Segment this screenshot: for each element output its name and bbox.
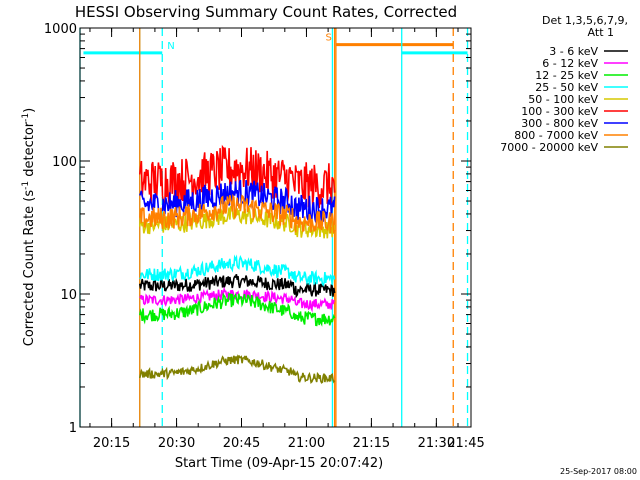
legend-item-label: 7000 - 20000 keV (500, 141, 598, 154)
series-line (139, 273, 336, 299)
series-line (139, 286, 335, 313)
footer-date: 25-Sep-2017 08:00 (560, 467, 637, 476)
legend-item-label: 300 - 800 keV (521, 117, 598, 130)
legend-title-line-1: Det 1,3,5,6,7,9, (542, 14, 628, 27)
series-line (139, 254, 336, 287)
x-tick-label: 21:15 (353, 436, 390, 451)
legend-item-label: 100 - 300 keV (521, 105, 598, 118)
series-line (139, 144, 336, 208)
x-tick-label: 21:00 (288, 436, 325, 451)
x-tick-label: 20:45 (223, 436, 260, 451)
legend-item-label: 25 - 50 keV (535, 81, 598, 94)
series-line (139, 353, 336, 384)
y-axis-label-main: Corrected Count Rate (s (22, 190, 37, 347)
series-line (139, 205, 336, 239)
y-tick-label: 1 (69, 421, 77, 436)
y-axis-label: Corrected Count Rate (s-1 detector-1) (21, 108, 37, 346)
y-tick-label: 100 (52, 155, 77, 170)
x-tick-label: 21:45 (447, 436, 484, 451)
legend-item-label: 12 - 25 keV (535, 69, 598, 82)
y-axis-label-mid: detector (22, 121, 37, 181)
x-tick-label: 20:15 (93, 436, 130, 451)
x-tick-label: 20:30 (158, 436, 195, 451)
chart-title: HESSI Observing Summary Count Rates, Cor… (75, 3, 457, 21)
y-axis: 1 10 100 1000 (44, 22, 471, 436)
legend-item-label: 50 - 100 keV (528, 93, 598, 106)
legend-item-label: 6 - 12 keV (542, 57, 598, 70)
flag-label: S (326, 33, 332, 44)
legend-item-label: 3 - 6 keV (549, 45, 598, 58)
y-axis-label-exp2: -1 (21, 113, 31, 122)
series-line (139, 179, 336, 223)
y-tick-label: 10 (60, 288, 77, 303)
series-line (139, 292, 336, 327)
y-tick-label: 1000 (44, 22, 77, 37)
y-axis-label-end: ) (22, 108, 37, 113)
x-axis-label: Start Time (09-Apr-15 20:07:42) (175, 456, 383, 471)
series-group (139, 144, 336, 384)
plot-frame (79, 27, 472, 428)
y-axis-label-exp1: -1 (21, 181, 31, 190)
x-tick-label: 21:30 (418, 436, 455, 451)
legend-item-label: 800 - 7000 keV (514, 129, 598, 142)
series-line (139, 193, 336, 234)
flag-label: N (167, 41, 174, 52)
legend-title-line-2: Att 1 (588, 26, 614, 39)
flag-markers: NS (83, 33, 468, 55)
